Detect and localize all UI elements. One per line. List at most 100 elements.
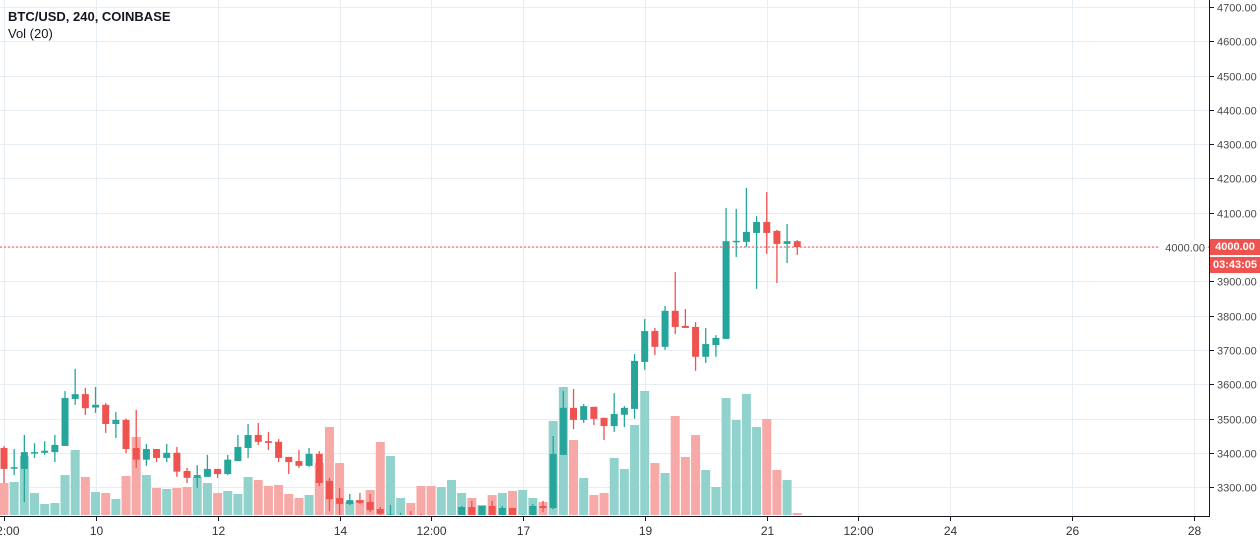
candle [478,505,486,515]
candle-body [81,394,89,409]
candle-body [132,447,140,460]
candle [356,492,364,504]
candle [254,422,262,445]
volume-bar [345,502,355,515]
candle [336,487,344,515]
candle [305,447,313,467]
volume-bar [782,480,792,515]
volume-indicator-label[interactable]: Vol (20) [8,26,53,41]
candle [153,449,161,463]
candle-body [0,447,8,469]
candle-body [620,407,628,415]
candle [163,443,171,463]
candle-body [458,506,466,515]
volume-bar [274,485,284,515]
volume-bar [701,470,711,515]
volume-bar [670,416,680,515]
chart-legend: BTC/USD, 240, COINBASE Vol (20) [8,8,171,42]
candle-body [600,417,608,427]
candle [20,434,28,503]
candle-body [773,230,781,244]
candle [31,443,39,458]
volume-bar [375,442,385,515]
volume-bar [233,494,243,515]
volume-bar [324,427,334,515]
candle-body [539,505,547,509]
candle [783,224,791,264]
candle [600,417,608,441]
volume-bar [772,470,782,515]
volume-bar [213,493,223,515]
volume-bar [741,394,751,515]
volume-bar [792,513,802,515]
candle-body [336,498,344,504]
candle [386,504,394,515]
time-axis-bg[interactable] [0,517,1260,541]
candle-body [315,453,323,483]
candle [315,451,323,487]
candle [722,207,730,339]
candle-body [224,459,232,475]
candle [488,500,496,515]
candle [112,411,120,439]
volume-bar [121,476,131,515]
candle [234,434,242,462]
volume-bar [294,498,304,515]
volume-bar [446,480,456,515]
price-tick-label: 4400.00 [1217,106,1257,118]
candle [458,505,466,515]
candle-body [702,344,710,357]
time-tick-label: 28 [1188,524,1202,538]
volume-bar [731,420,741,515]
volume-bar [396,498,406,515]
candle [570,389,578,430]
candle [529,503,537,515]
candle [671,272,679,335]
candle [61,391,69,446]
volume-bar [304,495,314,515]
candle [763,192,771,254]
volume-bar [680,457,690,515]
volume-bar [141,475,151,515]
candle [742,188,750,247]
volume-bar [599,493,609,515]
time-tick-label: 19 [639,524,653,538]
candle-body [488,505,496,515]
candle-body [183,470,191,478]
candle-body [590,406,598,419]
candle-body [356,500,364,503]
volume-bar [416,486,426,515]
candle [559,391,567,455]
price-tick-label: 3800.00 [1217,312,1257,324]
volume-bar [355,500,365,515]
candle [183,467,191,483]
price-tick-label: 4200.00 [1217,174,1257,186]
volume-bar [752,427,762,515]
candle-body [285,456,293,463]
candle [692,322,700,371]
volume-bar [223,491,233,515]
candle-body [92,404,100,408]
candle [580,404,588,423]
volume-bar [406,503,416,515]
candle-body [732,240,740,243]
candle [193,465,201,488]
price-tick-label: 3600.00 [1217,380,1257,392]
time-tick-label: 12 [212,524,226,538]
candle-body [692,326,700,357]
candle [244,423,252,458]
candle-body [244,434,252,448]
candle-body [142,449,150,460]
symbol-title[interactable]: BTC/USD, 240, COINBASE [8,9,171,24]
price-tick-label: 4300.00 [1217,140,1257,152]
volume-bar [202,483,212,515]
time-tick-label: 12:00 [0,524,20,538]
candle [10,449,18,476]
volume-bar [619,469,629,515]
candle [224,454,232,476]
bar-countdown-tag: 03:43:05 [1210,257,1260,273]
volume-bar [457,493,467,515]
candle [71,368,79,405]
candle-body [478,505,486,515]
